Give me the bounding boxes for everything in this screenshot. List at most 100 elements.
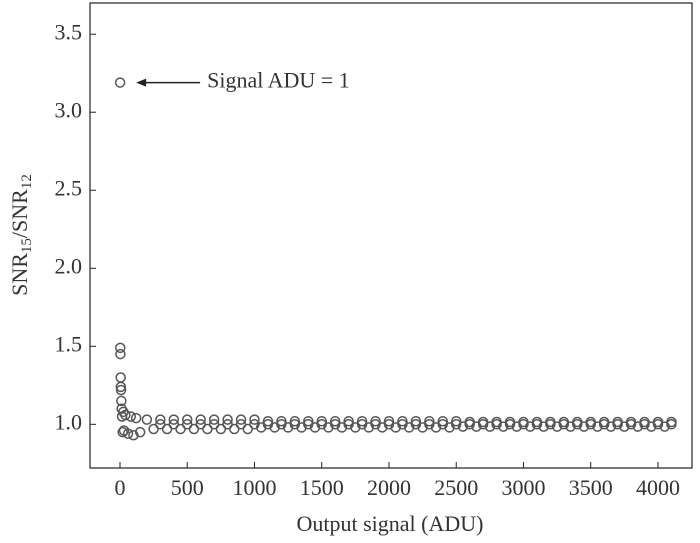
point xyxy=(155,419,166,430)
point xyxy=(558,419,570,430)
point xyxy=(276,419,287,430)
y-tick-label: 3.5 xyxy=(55,19,83,44)
x-axis-label: Output signal (ADU) xyxy=(297,511,484,536)
point xyxy=(289,419,301,430)
point xyxy=(208,419,220,430)
point xyxy=(383,415,395,427)
point xyxy=(115,381,127,393)
point xyxy=(437,415,449,427)
point xyxy=(504,419,516,430)
x-tick-label: 2000 xyxy=(367,475,411,500)
point xyxy=(652,419,664,430)
point xyxy=(397,415,408,427)
y-tick-label: 1.0 xyxy=(55,409,83,434)
annotation-text: Signal ADU = 1 xyxy=(207,68,350,93)
point xyxy=(262,419,274,430)
x-tick-label: 1000 xyxy=(232,475,276,500)
y-tick-label: 2.5 xyxy=(55,175,83,200)
x-tick-label: 3500 xyxy=(569,475,613,500)
point xyxy=(120,409,131,421)
point xyxy=(450,415,462,427)
point xyxy=(437,419,449,430)
point xyxy=(370,415,381,427)
point xyxy=(168,414,180,425)
point xyxy=(323,422,334,433)
point xyxy=(477,419,489,430)
point xyxy=(403,422,415,433)
point xyxy=(117,426,128,438)
point xyxy=(377,422,388,433)
point xyxy=(222,414,233,425)
point xyxy=(276,415,287,427)
point xyxy=(424,419,435,430)
y-tick-label: 1.5 xyxy=(55,331,83,356)
point xyxy=(430,422,442,433)
point xyxy=(195,414,206,425)
point xyxy=(134,426,146,438)
point xyxy=(450,419,462,430)
point xyxy=(370,419,381,430)
point xyxy=(155,414,166,425)
point xyxy=(115,384,127,396)
point xyxy=(115,372,126,383)
point xyxy=(424,415,435,427)
point xyxy=(666,419,677,430)
plot-frame xyxy=(89,2,693,469)
point xyxy=(262,415,274,427)
point xyxy=(141,414,153,425)
point xyxy=(410,419,422,430)
point xyxy=(531,419,543,430)
point xyxy=(518,419,529,430)
point xyxy=(572,419,583,430)
point xyxy=(130,412,142,424)
point xyxy=(639,419,650,430)
point xyxy=(222,419,233,430)
point xyxy=(309,422,321,433)
point xyxy=(383,419,395,430)
point xyxy=(350,422,361,433)
point xyxy=(612,419,623,430)
point xyxy=(545,419,556,430)
x-tick-label: 1500 xyxy=(300,475,344,500)
point xyxy=(329,419,341,430)
point xyxy=(282,422,294,433)
point xyxy=(491,419,502,430)
y-label-sub: 15 xyxy=(19,238,35,253)
point xyxy=(444,422,455,433)
y-axis-label: SNR15/SNR12 xyxy=(7,174,35,296)
point xyxy=(598,419,610,430)
point xyxy=(363,422,375,433)
point xyxy=(356,419,368,430)
point xyxy=(128,429,139,441)
point xyxy=(181,414,193,425)
point xyxy=(114,77,126,88)
point xyxy=(390,422,401,433)
x-tick-label: 3000 xyxy=(501,475,545,500)
annotation-arrowhead xyxy=(136,78,147,87)
x-tick-label: 4000 xyxy=(636,475,680,500)
x-tick-label: 500 xyxy=(171,475,204,500)
y-label-part: SNR xyxy=(7,253,32,296)
y-tick-label: 3.0 xyxy=(55,97,83,122)
point xyxy=(269,422,280,433)
point xyxy=(316,419,327,430)
y-label-sub: 12 xyxy=(19,174,35,189)
point xyxy=(464,419,475,430)
point xyxy=(585,419,596,430)
point xyxy=(181,419,193,430)
point xyxy=(249,419,260,430)
point xyxy=(303,415,314,427)
point xyxy=(316,415,327,427)
point xyxy=(235,419,247,430)
point xyxy=(122,428,134,439)
y-label-part: /SNR xyxy=(7,189,32,238)
point xyxy=(116,395,127,407)
point xyxy=(397,419,408,430)
point xyxy=(115,342,126,354)
point xyxy=(249,414,260,425)
point xyxy=(195,419,206,430)
point xyxy=(235,414,247,425)
x-tick-label: 0 xyxy=(114,475,125,500)
y-tick-label: 2.0 xyxy=(55,253,83,278)
